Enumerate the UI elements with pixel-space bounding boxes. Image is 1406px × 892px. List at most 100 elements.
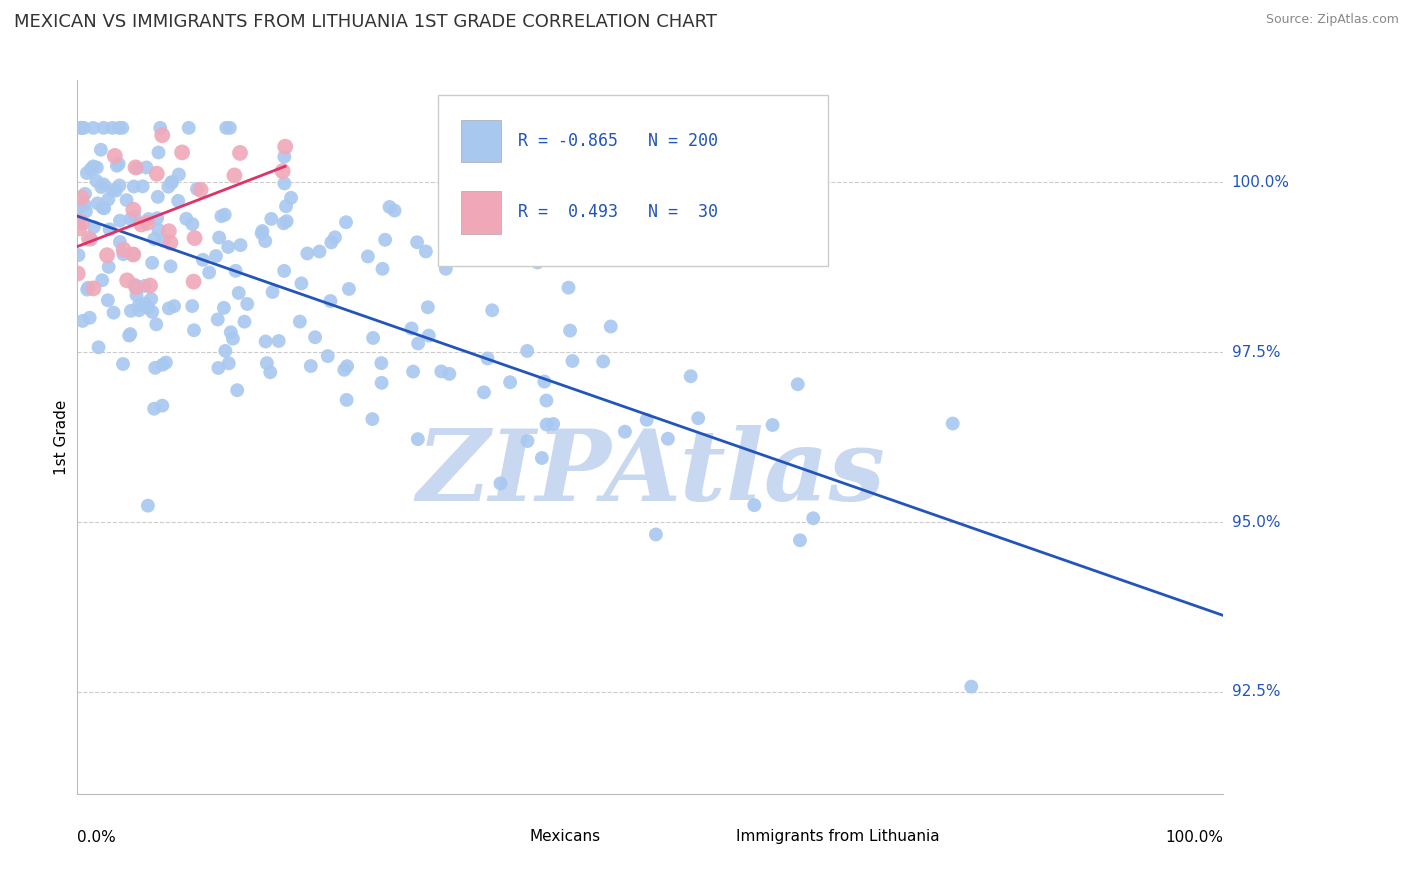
Point	[250, 227, 273, 241]
Point	[167, 194, 190, 208]
Point	[152, 234, 174, 248]
Point	[138, 212, 160, 227]
Point	[761, 417, 783, 432]
Point	[236, 297, 259, 311]
Point	[107, 157, 129, 171]
Point	[157, 179, 180, 194]
Point	[592, 354, 614, 368]
Point	[229, 238, 252, 252]
Point	[357, 249, 380, 263]
Point	[430, 364, 453, 378]
Point	[75, 186, 97, 201]
Point	[90, 143, 112, 157]
Point	[336, 392, 359, 407]
Point	[290, 277, 312, 291]
Text: 100.0%: 100.0%	[1166, 830, 1223, 845]
Point	[208, 230, 231, 244]
Point	[337, 282, 360, 296]
Point	[115, 193, 138, 207]
Point	[77, 231, 100, 245]
Point	[304, 330, 326, 344]
Point	[112, 243, 135, 257]
Point	[191, 252, 214, 267]
Text: 97.5%: 97.5%	[1232, 344, 1279, 359]
Point	[233, 315, 256, 329]
Point	[688, 411, 710, 425]
Point	[108, 178, 131, 193]
Point	[125, 280, 148, 294]
Point	[128, 303, 150, 318]
Point	[73, 120, 96, 135]
Point	[124, 210, 146, 224]
Point	[70, 191, 93, 205]
Text: R = -0.865   N = 200: R = -0.865 N = 200	[519, 132, 718, 150]
Point	[526, 255, 548, 269]
Point	[267, 334, 290, 348]
Point	[536, 393, 558, 408]
Point	[136, 216, 159, 230]
Point	[66, 267, 89, 281]
Point	[273, 177, 295, 191]
Point	[308, 244, 330, 259]
Bar	[461, 120, 502, 162]
Point	[276, 214, 298, 228]
Point	[104, 184, 127, 198]
Point	[789, 533, 811, 548]
Point	[76, 166, 98, 180]
Point	[557, 280, 579, 294]
Point	[97, 260, 120, 274]
Point	[207, 312, 229, 326]
Point	[186, 182, 208, 196]
Point	[222, 332, 245, 346]
Point	[205, 249, 228, 263]
Text: MEXICAN VS IMMIGRANTS FROM LITHUANIA 1ST GRADE CORRELATION CHART: MEXICAN VS IMMIGRANTS FROM LITHUANIA 1ST…	[14, 13, 717, 31]
Point	[371, 261, 394, 276]
Point	[402, 365, 425, 379]
Point	[378, 200, 401, 214]
Point	[93, 120, 115, 135]
Point	[90, 180, 112, 194]
Point	[150, 399, 173, 413]
Text: Source: ZipAtlas.com: Source: ZipAtlas.com	[1265, 13, 1399, 27]
Point	[67, 248, 90, 262]
Text: 92.5%: 92.5%	[1232, 684, 1279, 699]
Point	[80, 232, 103, 246]
Point	[112, 247, 135, 261]
Point	[157, 301, 180, 316]
Point	[558, 324, 581, 338]
Point	[79, 310, 101, 325]
Point	[439, 367, 461, 381]
Point	[361, 331, 384, 345]
Point	[333, 363, 356, 377]
Point	[122, 179, 145, 194]
Point	[477, 351, 499, 366]
Point	[86, 161, 108, 175]
Point	[418, 328, 440, 343]
Point	[215, 120, 238, 135]
Point	[183, 231, 205, 245]
Point	[499, 375, 522, 389]
Point	[181, 299, 204, 313]
Point	[160, 175, 183, 189]
Point	[73, 197, 96, 211]
Point	[141, 305, 163, 319]
Point	[472, 385, 495, 400]
Point	[209, 209, 232, 223]
Point	[167, 168, 190, 182]
Text: 95.0%: 95.0%	[1232, 515, 1279, 530]
Point	[174, 211, 197, 226]
Point	[96, 248, 118, 262]
Point	[742, 498, 765, 512]
Point	[125, 288, 148, 302]
Point	[72, 314, 94, 328]
Point	[645, 527, 668, 541]
Text: ZIPAtlas: ZIPAtlas	[416, 425, 884, 521]
Point	[198, 265, 221, 279]
Point	[801, 511, 824, 525]
Point	[111, 120, 134, 135]
Point	[214, 208, 236, 222]
Point	[370, 376, 392, 390]
Point	[143, 232, 166, 246]
Point	[148, 223, 170, 237]
Point	[299, 359, 322, 373]
